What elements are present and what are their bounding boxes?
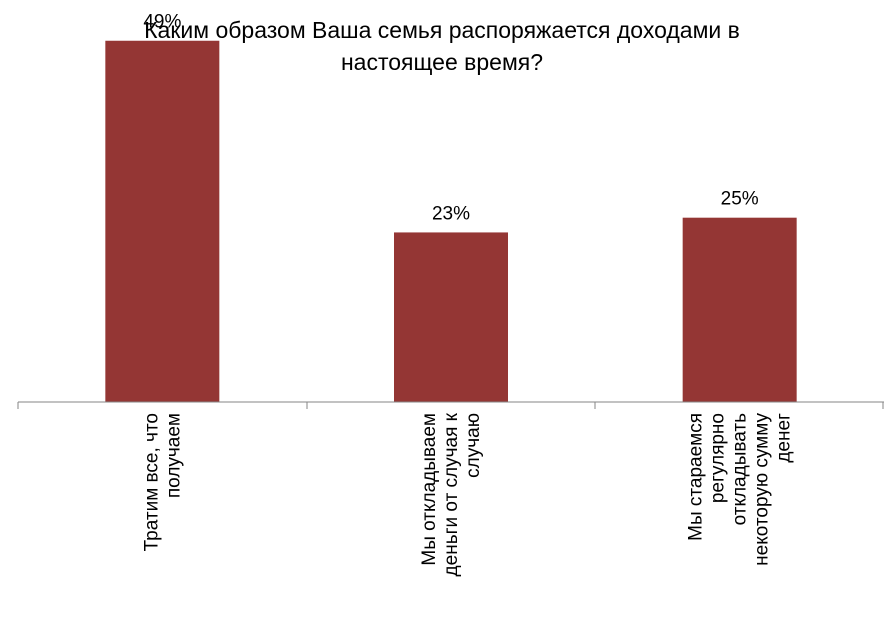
bars-group [105, 40, 797, 403]
category-label-line: регулярно [708, 413, 729, 503]
category-label: Тратим все, что получаем [141, 413, 184, 551]
chart-title: Каким образом Ваша семья распоряжается д… [144, 17, 740, 75]
value-labels-group: 49% 23% 25% [143, 12, 758, 225]
bar [394, 232, 508, 402]
category-label: Мы откладываем деньги от случая к случаю [419, 412, 484, 576]
bar [682, 217, 797, 402]
bar [105, 40, 220, 403]
category-label-line: откладывать [730, 413, 751, 526]
category-label-line: Мы откладываем [419, 413, 440, 566]
category-label-line: денег [774, 413, 795, 463]
value-label: 25% [721, 189, 759, 210]
category-label-line: Тратим все, что [141, 413, 162, 551]
value-label: 49% [143, 12, 181, 33]
value-label: 23% [432, 203, 470, 224]
category-label-line: Мы стараемся [686, 413, 707, 541]
category-labels-group: Тратим все, что получаем Мы откладываем ден… [141, 412, 794, 576]
category-label-line: деньги от случая к [441, 412, 462, 576]
category-label-line: получаем [163, 413, 184, 498]
category-label-line: некоторую сумму [752, 413, 773, 566]
category-label: Мы стараемся регулярно откладывать некотору… [686, 413, 795, 566]
x-axis [17, 401, 884, 409]
category-label-line: случаю [463, 413, 484, 478]
